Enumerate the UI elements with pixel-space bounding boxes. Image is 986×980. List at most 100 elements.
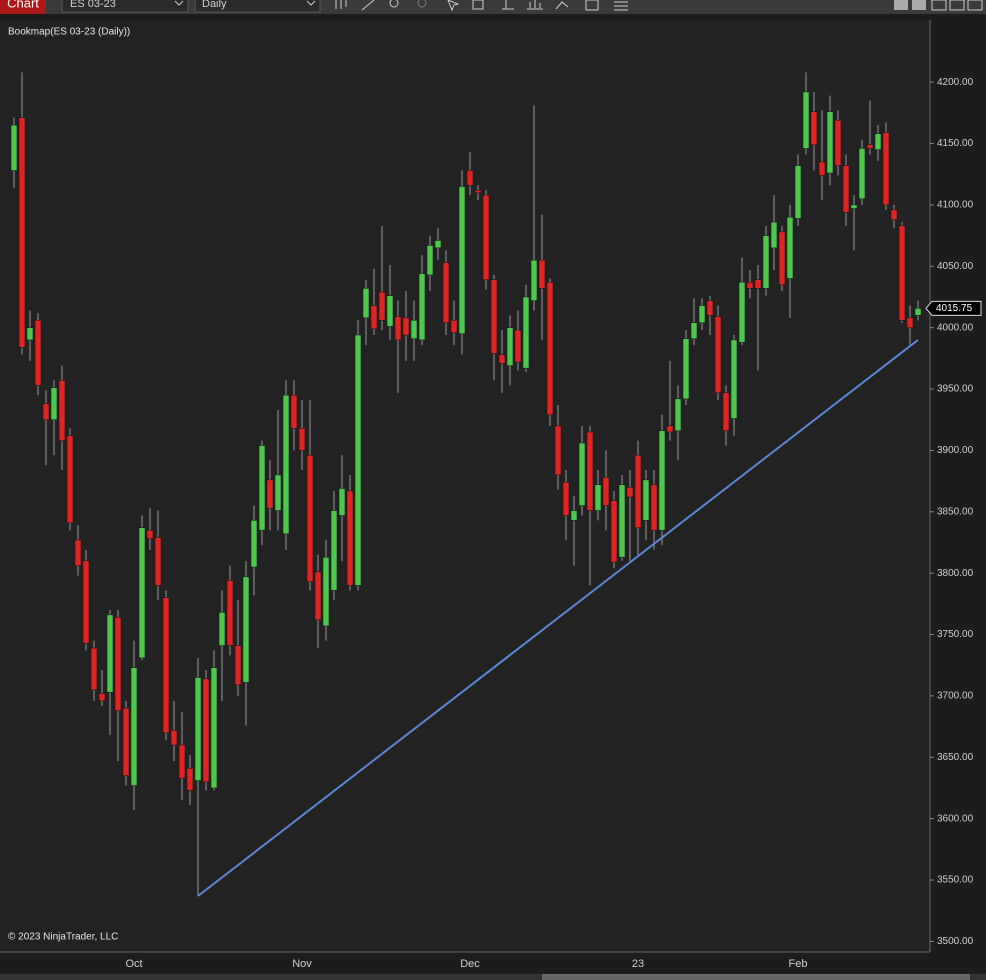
copyright: © 2023 NinjaTrader, LLC bbox=[8, 932, 118, 943]
candle-body bbox=[330, 510, 338, 591]
candle-body bbox=[378, 291, 386, 321]
candle-body bbox=[890, 209, 898, 220]
candle-body bbox=[138, 527, 146, 659]
candle-body bbox=[498, 354, 506, 364]
candle-body bbox=[522, 296, 530, 369]
interval-dropdown[interactable] bbox=[194, 0, 321, 13]
candle-body bbox=[298, 428, 306, 451]
candle-body bbox=[618, 484, 626, 558]
candle-body bbox=[466, 170, 474, 186]
candle-body bbox=[218, 612, 226, 646]
candle-body bbox=[50, 387, 58, 420]
candle-body bbox=[658, 430, 666, 531]
candle-body bbox=[314, 571, 322, 621]
candle-body bbox=[146, 529, 154, 540]
toolbar-icons[interactable] bbox=[335, 0, 628, 12]
candle-body bbox=[250, 520, 258, 568]
instrument-dropdown[interactable] bbox=[61, 0, 189, 13]
candle-body bbox=[362, 288, 370, 319]
candle-body bbox=[98, 693, 106, 702]
candle-body bbox=[186, 768, 194, 791]
candle-body bbox=[546, 281, 554, 416]
candle-body bbox=[194, 677, 202, 781]
candle-body bbox=[506, 327, 514, 366]
y-tick-label: 3550.00 bbox=[937, 875, 974, 886]
candle-body bbox=[754, 279, 762, 289]
x-tick-label: Nov bbox=[292, 958, 312, 970]
candle-body bbox=[714, 316, 722, 393]
candle-body bbox=[906, 317, 914, 328]
candle-body bbox=[202, 678, 210, 783]
x-tick-label: Oct bbox=[125, 958, 142, 970]
plot-area bbox=[0, 20, 930, 952]
candle-body bbox=[898, 225, 906, 321]
candle-body bbox=[866, 144, 874, 149]
dropdown-arrow bbox=[306, 0, 316, 6]
candle-body bbox=[842, 165, 850, 213]
candle-body bbox=[914, 308, 922, 316]
window-buttons[interactable] bbox=[894, 0, 983, 11]
x-tick-label: Feb bbox=[789, 958, 808, 970]
candle-body bbox=[226, 580, 234, 646]
candle-body bbox=[426, 245, 434, 276]
candle-body bbox=[442, 262, 450, 323]
candle-body bbox=[594, 484, 602, 511]
y-tick-label: 4150.00 bbox=[937, 138, 974, 149]
instrument-label: ES 03-23 bbox=[70, 0, 116, 10]
candle-body bbox=[794, 165, 802, 219]
candle-body bbox=[818, 161, 826, 176]
candle-body bbox=[634, 455, 642, 528]
candle-body bbox=[266, 479, 274, 509]
candle-body bbox=[474, 189, 482, 193]
candle-body bbox=[810, 111, 818, 146]
candle-body bbox=[738, 281, 746, 343]
last-price-box bbox=[925, 300, 982, 316]
scrollbar-thumb[interactable] bbox=[542, 974, 970, 980]
tab[interactable] bbox=[0, 0, 46, 14]
interval-label: Daily bbox=[202, 0, 227, 10]
candle-body bbox=[410, 320, 418, 339]
candle-body bbox=[170, 730, 178, 746]
candle-body bbox=[234, 645, 242, 686]
candle-body bbox=[338, 488, 346, 516]
candle-body bbox=[74, 539, 82, 567]
y-tick-label: 4100.00 bbox=[937, 200, 974, 211]
candle-body bbox=[690, 322, 698, 339]
candle-body bbox=[626, 486, 634, 498]
candle-body bbox=[82, 560, 90, 644]
y-tick-label: 4200.00 bbox=[937, 77, 974, 88]
candle-body bbox=[554, 425, 562, 476]
candle-body bbox=[562, 482, 570, 516]
last-price-label: 4015.75 bbox=[936, 303, 973, 314]
candle-body bbox=[722, 392, 730, 432]
candle-body bbox=[458, 186, 466, 335]
candle-body bbox=[306, 455, 314, 582]
y-tick-label: 3800.00 bbox=[937, 568, 974, 579]
candle-body bbox=[10, 124, 18, 171]
candle-body bbox=[434, 240, 442, 249]
candle-body bbox=[322, 556, 330, 627]
candle-body bbox=[682, 338, 690, 400]
y-tick-label: 4000.00 bbox=[937, 322, 974, 333]
candle-body bbox=[114, 617, 122, 711]
candle-body bbox=[874, 133, 882, 150]
candle-body bbox=[66, 435, 74, 524]
candle-body bbox=[58, 380, 66, 441]
candle-body bbox=[586, 431, 594, 511]
candle-body bbox=[490, 279, 498, 354]
candle-body bbox=[210, 667, 218, 789]
y-tick-label: 4050.00 bbox=[937, 261, 974, 272]
candle-body bbox=[786, 216, 794, 279]
y-tick-label: 3600.00 bbox=[937, 813, 974, 824]
y-tick-label: 3700.00 bbox=[937, 691, 974, 702]
candle-body bbox=[154, 537, 162, 586]
trend-line bbox=[197, 339, 919, 897]
candle-body bbox=[122, 707, 130, 776]
candle-body bbox=[882, 132, 890, 206]
candle-body bbox=[370, 305, 378, 330]
candle-body bbox=[282, 394, 290, 535]
candle-body bbox=[514, 329, 522, 363]
candle-body bbox=[530, 259, 538, 301]
candle-body bbox=[450, 320, 458, 333]
